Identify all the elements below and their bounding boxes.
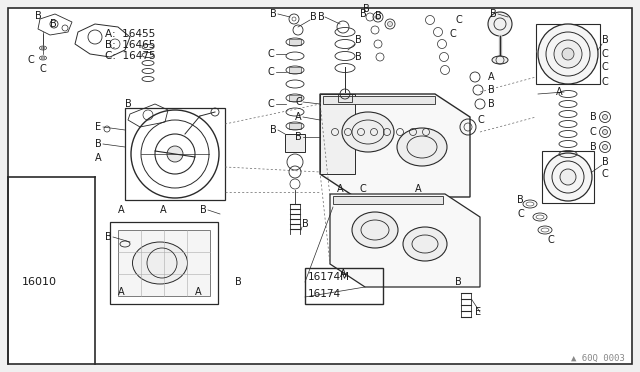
Text: C: C xyxy=(360,184,367,194)
Ellipse shape xyxy=(397,128,447,166)
Text: C: C xyxy=(590,127,596,137)
Bar xyxy=(125,108,225,200)
Text: C: C xyxy=(268,49,275,59)
Text: A: A xyxy=(340,269,347,279)
Text: B:  16465: B: 16465 xyxy=(105,40,156,50)
Text: B: B xyxy=(125,99,132,109)
Text: C:  16475: C: 16475 xyxy=(105,51,156,61)
Polygon shape xyxy=(330,194,480,287)
Circle shape xyxy=(602,144,607,150)
Text: B: B xyxy=(590,112,596,122)
Text: 16174: 16174 xyxy=(308,289,341,299)
Text: C: C xyxy=(517,209,524,219)
Text: B: B xyxy=(270,9,276,19)
Circle shape xyxy=(602,129,607,135)
Text: B: B xyxy=(602,35,609,45)
Text: B: B xyxy=(360,9,367,19)
Bar xyxy=(289,123,301,129)
Text: A: A xyxy=(118,287,125,297)
Circle shape xyxy=(544,153,592,201)
Ellipse shape xyxy=(403,227,447,261)
Text: B: B xyxy=(318,12,324,22)
Text: C: C xyxy=(602,77,609,87)
Text: C: C xyxy=(28,55,35,65)
Bar xyxy=(110,222,218,304)
Text: C: C xyxy=(40,64,47,74)
Bar xyxy=(338,94,352,102)
Text: C: C xyxy=(478,115,484,125)
Text: C: C xyxy=(455,15,461,25)
Bar xyxy=(289,95,301,101)
Polygon shape xyxy=(320,94,355,174)
Text: A: A xyxy=(195,287,202,297)
Text: A: A xyxy=(160,205,166,215)
Text: B: B xyxy=(355,52,362,62)
Text: B: B xyxy=(105,232,112,242)
Bar xyxy=(323,96,435,104)
Bar xyxy=(542,151,594,203)
Text: C: C xyxy=(602,49,609,59)
Text: A: A xyxy=(118,205,125,215)
Bar xyxy=(536,24,600,84)
Text: B: B xyxy=(310,12,317,22)
Text: B: B xyxy=(488,99,495,109)
Text: C: C xyxy=(602,169,609,179)
Text: C: C xyxy=(450,29,457,39)
Ellipse shape xyxy=(132,242,188,284)
Circle shape xyxy=(488,12,512,36)
Text: B: B xyxy=(355,35,362,45)
Text: B: B xyxy=(200,205,207,215)
Text: A: A xyxy=(556,87,563,97)
Ellipse shape xyxy=(342,112,394,152)
Circle shape xyxy=(167,146,183,162)
Circle shape xyxy=(376,15,381,19)
Ellipse shape xyxy=(492,56,508,64)
Text: B: B xyxy=(295,132,301,142)
Text: B: B xyxy=(490,9,497,19)
Polygon shape xyxy=(320,94,470,197)
Text: 16010: 16010 xyxy=(22,277,57,287)
Ellipse shape xyxy=(352,212,398,248)
Text: A: A xyxy=(337,184,344,194)
Text: B: B xyxy=(235,277,242,287)
Circle shape xyxy=(602,115,607,119)
Bar xyxy=(285,134,305,152)
Bar xyxy=(305,268,383,304)
Text: B: B xyxy=(363,4,370,14)
Text: B: B xyxy=(375,11,381,21)
Text: ▲ 60Q 0003: ▲ 60Q 0003 xyxy=(572,353,625,362)
Bar xyxy=(289,39,301,45)
Bar xyxy=(118,230,210,296)
Text: A:  16455: A: 16455 xyxy=(105,29,156,39)
Text: C: C xyxy=(548,235,555,245)
Circle shape xyxy=(554,40,582,68)
Text: C: C xyxy=(268,67,275,77)
Circle shape xyxy=(538,24,598,84)
Text: B: B xyxy=(95,139,102,149)
Circle shape xyxy=(562,48,574,60)
Text: C: C xyxy=(602,62,609,72)
Text: A: A xyxy=(488,72,495,82)
Text: C: C xyxy=(268,99,275,109)
Text: E: E xyxy=(95,122,101,132)
Text: B: B xyxy=(35,11,42,21)
Bar xyxy=(333,196,443,204)
Text: B: B xyxy=(590,142,596,152)
Text: B: B xyxy=(488,85,495,95)
Circle shape xyxy=(560,169,576,185)
Text: B: B xyxy=(50,19,57,29)
Circle shape xyxy=(387,22,392,26)
Text: E: E xyxy=(475,307,481,317)
Text: A: A xyxy=(295,112,301,122)
Text: 16174M: 16174M xyxy=(308,272,350,282)
Text: B: B xyxy=(517,195,524,205)
Text: C: C xyxy=(295,97,301,107)
Text: B: B xyxy=(455,277,461,287)
Text: B: B xyxy=(602,157,609,167)
Text: A: A xyxy=(415,184,422,194)
Text: B: B xyxy=(270,125,276,135)
Bar xyxy=(289,67,301,73)
Text: A: A xyxy=(95,153,102,163)
Text: B: B xyxy=(302,219,308,229)
